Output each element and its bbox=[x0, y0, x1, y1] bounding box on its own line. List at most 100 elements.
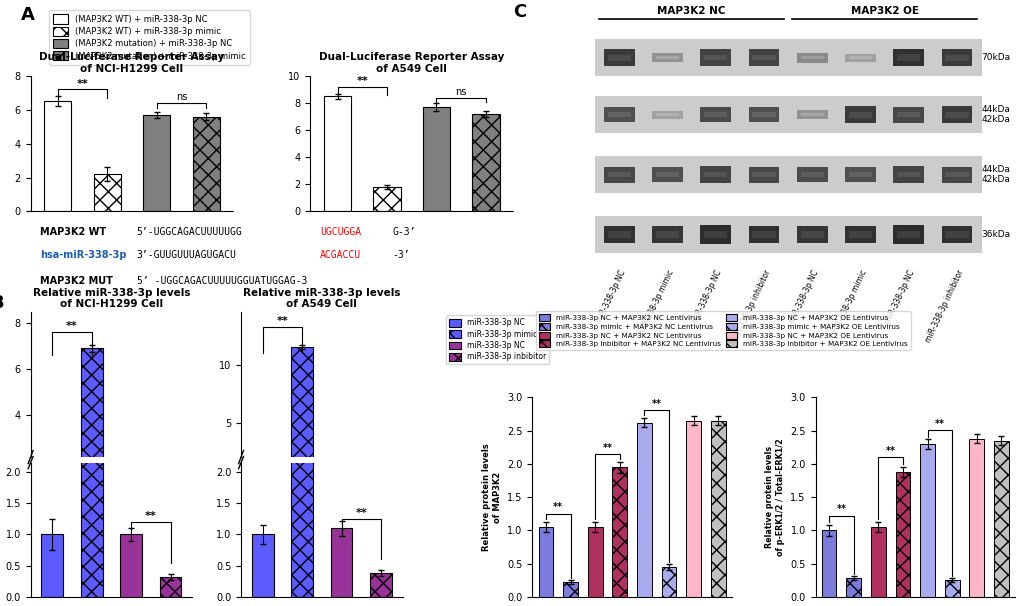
Bar bbox=[821, 530, 836, 597]
Text: 5’-UGGCAGACUUUUUGG: 5’-UGGCAGACUUUUUGG bbox=[137, 227, 243, 237]
Bar bbox=[42, 484, 63, 506]
Text: G-3’: G-3’ bbox=[392, 227, 416, 237]
Text: hsa-miR-338-3p: hsa-miR-338-3p bbox=[40, 250, 126, 260]
Bar bbox=[603, 225, 634, 244]
Bar bbox=[844, 53, 875, 62]
Bar bbox=[538, 527, 552, 597]
Bar bbox=[752, 172, 774, 178]
Bar bbox=[870, 527, 884, 597]
Bar bbox=[941, 49, 971, 66]
Bar bbox=[611, 467, 627, 597]
Bar bbox=[710, 421, 725, 597]
Text: **: ** bbox=[651, 399, 661, 408]
Bar bbox=[120, 534, 142, 597]
Bar bbox=[637, 423, 651, 597]
Bar bbox=[796, 53, 826, 62]
Text: 5’ -UGGCAGACUUUUUGGUATUGGAG-3: 5’ -UGGCAGACUUUUUGGUATUGGAG-3 bbox=[137, 276, 307, 286]
Bar bbox=[700, 225, 731, 244]
Title: Relative miR-338-3p levels
of A549 Cell: Relative miR-338-3p levels of A549 Cell bbox=[243, 288, 400, 310]
Bar bbox=[661, 567, 676, 597]
Bar bbox=[594, 216, 980, 253]
Legend: (MAP3K2 WT) + miR-338-3p NC, (MAP3K2 WT) + miR-338-3p mimic, (MAP3K2 mutation) +: (MAP3K2 WT) + miR-338-3p NC, (MAP3K2 WT)… bbox=[49, 10, 250, 65]
Bar bbox=[848, 56, 871, 59]
Bar bbox=[607, 55, 630, 61]
Bar bbox=[252, 471, 273, 482]
Bar bbox=[603, 167, 634, 182]
Text: **: ** bbox=[76, 79, 89, 88]
Text: 3’-GUUGUUUAGUGACU: 3’-GUUGUUUAGUGACU bbox=[137, 250, 236, 260]
Text: miR-338-3p mimic: miR-338-3p mimic bbox=[637, 268, 675, 336]
Bar bbox=[655, 231, 679, 238]
Legend: miR-338-3p NC + MAP3K2 NC Lentivirus, miR-338-3p mimic + MAP3K2 NC Lentivirus, m: miR-338-3p NC + MAP3K2 NC Lentivirus, mi… bbox=[536, 311, 910, 350]
Bar bbox=[703, 231, 727, 238]
Bar bbox=[893, 48, 923, 67]
Text: -3’: -3’ bbox=[392, 250, 410, 260]
Bar bbox=[81, 166, 103, 597]
Text: miR-338-3p NC: miR-338-3p NC bbox=[594, 268, 627, 325]
Text: MAP3K2 NC: MAP3K2 NC bbox=[656, 6, 726, 16]
Bar bbox=[748, 167, 779, 182]
Text: **: ** bbox=[356, 76, 368, 86]
Title: Relative miR-338-3p levels
of NCI-H1299 Cell: Relative miR-338-3p levels of NCI-H1299 … bbox=[33, 288, 190, 310]
Bar bbox=[193, 116, 219, 211]
Bar bbox=[945, 112, 968, 118]
Text: MAP3K2 MUT: MAP3K2 MUT bbox=[40, 276, 113, 286]
Bar bbox=[945, 55, 968, 61]
Bar bbox=[941, 225, 971, 244]
Bar bbox=[120, 484, 142, 506]
Bar bbox=[844, 106, 875, 123]
Text: 44kDa
42kDa: 44kDa 42kDa bbox=[980, 105, 1009, 124]
Text: C: C bbox=[513, 4, 526, 21]
Text: **: ** bbox=[276, 316, 288, 325]
Bar bbox=[700, 167, 731, 182]
Bar bbox=[291, 347, 313, 482]
Text: miR-338-3p mimic: miR-338-3p mimic bbox=[830, 268, 868, 336]
Bar bbox=[844, 167, 875, 182]
Bar bbox=[594, 96, 980, 133]
Bar bbox=[703, 112, 727, 118]
Bar bbox=[848, 172, 871, 177]
Bar bbox=[655, 113, 679, 116]
Bar bbox=[893, 167, 923, 182]
Text: 70kDa: 70kDa bbox=[980, 53, 1009, 62]
Y-axis label: Relative protein levels
of MAP3K2: Relative protein levels of MAP3K2 bbox=[482, 444, 501, 551]
Bar bbox=[44, 101, 71, 211]
Bar bbox=[330, 470, 353, 482]
Bar bbox=[700, 107, 731, 122]
Bar bbox=[370, 573, 391, 597]
Bar bbox=[143, 115, 170, 211]
Bar bbox=[651, 226, 683, 243]
Bar bbox=[848, 231, 871, 238]
Bar bbox=[752, 112, 774, 118]
Bar bbox=[796, 110, 826, 119]
Bar bbox=[897, 171, 919, 178]
Bar bbox=[941, 106, 971, 123]
Bar bbox=[607, 112, 630, 118]
Text: **: ** bbox=[355, 508, 367, 518]
Bar bbox=[895, 472, 909, 597]
Bar bbox=[330, 528, 353, 597]
Bar bbox=[945, 231, 968, 238]
Title: Dual-Luciferase Reporter Assay
of NCI-H1299 Cell: Dual-Luciferase Reporter Assay of NCI-H1… bbox=[40, 52, 224, 74]
Bar bbox=[748, 107, 779, 122]
Bar bbox=[160, 577, 181, 597]
Bar bbox=[594, 39, 980, 76]
Bar bbox=[752, 231, 774, 238]
Text: **: ** bbox=[933, 419, 944, 428]
Bar bbox=[993, 441, 1008, 597]
Bar bbox=[607, 172, 630, 178]
Text: B: B bbox=[0, 294, 4, 312]
Bar bbox=[603, 49, 634, 66]
Text: **: ** bbox=[552, 502, 562, 513]
Text: **: ** bbox=[836, 504, 846, 514]
Bar bbox=[472, 114, 499, 211]
Bar bbox=[945, 172, 968, 178]
Text: UGCUGGA: UGCUGGA bbox=[320, 227, 361, 237]
Bar bbox=[752, 55, 774, 61]
Bar bbox=[94, 174, 120, 211]
Legend: miR-338-3p NC, miR-338-3p mimic, miR-338-3p NC, miR-338-3p inbibitor: miR-338-3p NC, miR-338-3p mimic, miR-338… bbox=[445, 315, 548, 364]
Bar bbox=[844, 225, 875, 244]
Bar bbox=[291, 0, 313, 597]
Text: **: ** bbox=[66, 321, 77, 331]
Bar bbox=[252, 534, 273, 597]
